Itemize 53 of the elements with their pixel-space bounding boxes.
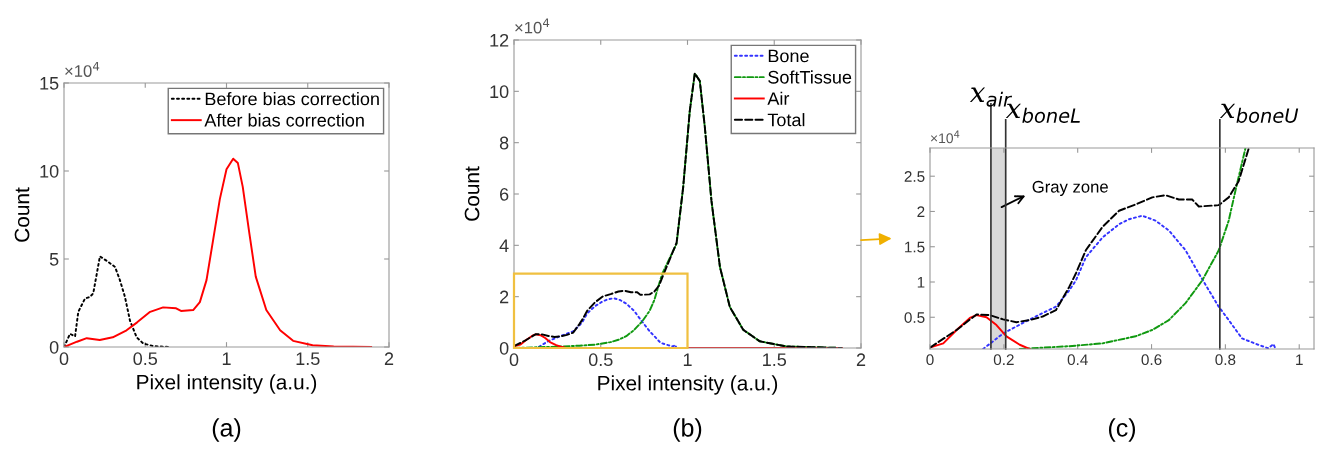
line-series — [538, 297, 678, 348]
x-tick-label: 0.5 — [133, 352, 158, 366]
x-tick-label: 1 — [1296, 354, 1303, 365]
legend-label: After bias correction — [204, 113, 364, 127]
y-tick-label: 1.5 — [905, 241, 925, 253]
x-tick-label: 1 — [683, 353, 692, 366]
x-tick-label: 0 — [509, 353, 519, 367]
text: (a) — [212, 418, 241, 442]
y-axis-title: Count — [14, 187, 30, 242]
y-tick-label: 10 — [40, 164, 59, 178]
x-tick-label: 0.6 — [1141, 354, 1162, 366]
text: ×10$^{4}$ — [65, 61, 100, 77]
y-tick-label: 15 — [40, 77, 59, 90]
y-tick-label: 1 — [917, 277, 925, 288]
ref-line-label: x$_{boneU}$ — [1219, 103, 1299, 123]
x-tick-label: 1 — [222, 352, 231, 365]
y-axis-title: Count — [464, 166, 480, 221]
x-tick-label: 1.5 — [296, 352, 320, 366]
x-tick-label: 0.8 — [1215, 354, 1236, 366]
y-tick-label: 12 — [490, 33, 509, 47]
x-tick-label: 1.5 — [763, 353, 787, 367]
y-tick-label: 2 — [500, 290, 509, 304]
y-tick-label: 0 — [499, 341, 509, 355]
legend-label: Bone — [768, 49, 809, 63]
x-tick-label: 0.4 — [1067, 354, 1088, 366]
y-tick-label: 2.5 — [904, 171, 925, 182]
x-tick-label: 0 — [926, 354, 934, 366]
y-tick-label: 10 — [490, 85, 509, 99]
legend-label: Before bias correction — [205, 92, 379, 106]
x-tick-label: 0.5 — [588, 353, 613, 367]
annotation: Gray zone — [1032, 180, 1108, 196]
legend-label: SoftTissue — [768, 70, 852, 84]
x-tick-label: 0 — [59, 352, 69, 366]
line-series — [982, 214, 1277, 349]
y-tick-label: 5 — [49, 253, 59, 266]
y-tick-label: 6 — [500, 187, 509, 201]
text: ×10$^{4}$ — [930, 130, 960, 144]
text: (c) — [1108, 418, 1136, 442]
x-tick-label: 0.2 — [993, 354, 1014, 366]
text: (b) — [673, 418, 702, 442]
legend-label: Total — [767, 113, 805, 127]
y-tick-label: 0.5 — [904, 312, 925, 323]
y-tick-label: 8 — [499, 136, 509, 150]
y-tick-label: 4 — [499, 239, 509, 252]
y-tick-label: 2 — [917, 206, 925, 218]
legend-label: Air — [767, 91, 790, 105]
text: ×10$^{4}$ — [515, 18, 550, 34]
x-axis-title: Pixel intensity (a.u.) — [598, 375, 778, 395]
x-axis-title: Pixel intensity (a.u.) — [137, 374, 317, 394]
x-tick-label: 2 — [384, 352, 394, 365]
line-series — [930, 314, 1031, 349]
x-tick-label: 2 — [856, 353, 866, 366]
y-tick-label: 0 — [49, 340, 59, 354]
